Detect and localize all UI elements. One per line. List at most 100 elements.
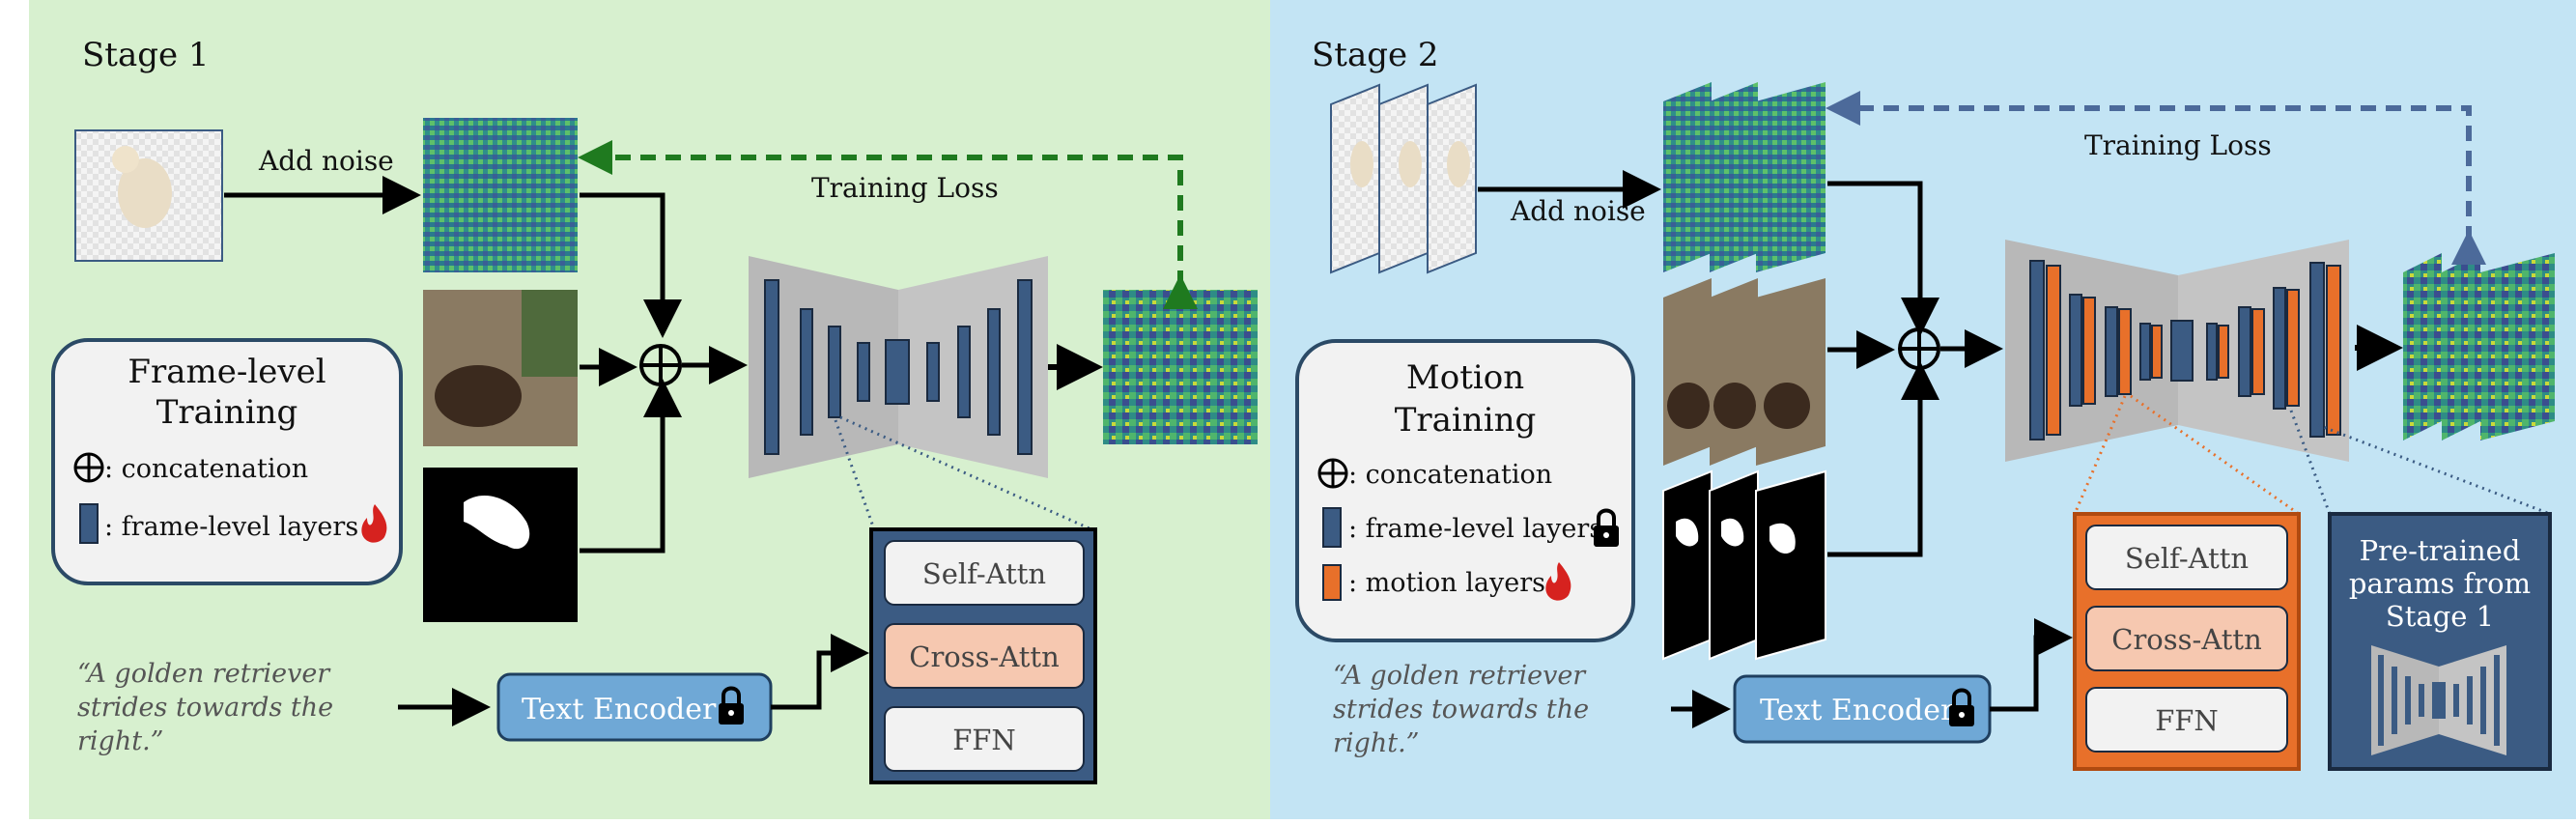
frame-layer-swatch	[1322, 507, 1342, 548]
mini-unet-icon	[2371, 645, 2506, 755]
stage2-mask-frames	[1662, 469, 1826, 661]
stage2-legend-frame-layers: : frame-level layers	[1348, 514, 1602, 544]
stage2-dog-frames	[1663, 278, 1826, 466]
stage2-legend: Motion Training : concatenation : frame-…	[1295, 339, 1635, 642]
stage1-zoom-line	[834, 419, 876, 530]
stage1-text-encoder: Text Encoder	[496, 672, 773, 742]
stage1-legend: Frame-level Training : concatenation : f…	[51, 338, 403, 585]
fire-icon	[361, 504, 387, 543]
frame-layer	[2029, 260, 2045, 440]
stage2-legend-title-line2: Training	[1395, 401, 1537, 440]
stage1-training-loss-label: Training Loss	[811, 172, 999, 204]
motion-layer	[2251, 308, 2265, 395]
frame-layer	[1017, 279, 1033, 455]
stage2-zoom-line-blue	[2289, 410, 2332, 515]
stage1-dog-photo	[423, 290, 578, 446]
motion-layer-swatch	[1322, 564, 1342, 601]
stage2-legend-motion-layers: : motion layers	[1348, 568, 1545, 598]
frame-layer	[2105, 306, 2118, 397]
stage1-prompt-line1: “A golden retriever	[77, 659, 331, 689]
stage1-transformer-block: Self-Attn Cross-Attn FFN	[869, 527, 1097, 784]
motion-layer	[2118, 308, 2132, 395]
stage2-ffn: FFN	[2155, 704, 2219, 737]
stage2-text-encoder-arrow	[1990, 618, 2073, 712]
stage2-self-attn: Self-Attn	[2125, 542, 2249, 575]
stage2-concat-icon	[1898, 327, 1940, 370]
stage2-zoom-line-orange	[2073, 395, 2127, 515]
stage1-training-loss-arrow	[578, 140, 1198, 309]
stage2-clean-frames	[1330, 83, 1477, 274]
stage1-clean-image	[74, 129, 223, 262]
frame-layer	[2309, 262, 2325, 438]
stage1-self-attn: Self-Attn	[922, 557, 1046, 590]
stage1-add-noise-label: Add noise	[258, 145, 394, 177]
frame-layer	[2139, 323, 2151, 381]
stage2-zoom-line-orange	[2130, 394, 2300, 516]
frame-layer	[2273, 287, 2286, 410]
motion-layer	[2218, 325, 2229, 379]
stage1-unet	[749, 256, 1048, 478]
stage1-predicted-latent	[1103, 290, 1258, 444]
concat-icon	[1317, 458, 1348, 489]
frame-layer	[2206, 323, 2218, 381]
stage1-prompt-line2: strides towards the	[77, 693, 333, 723]
stage2-transformer-block: Self-Attn Cross-Attn FFN	[2073, 512, 2301, 771]
lock-icon	[1594, 508, 1619, 547]
stage2-prompt-line1: “A golden retriever	[1333, 661, 1587, 691]
frame-layer	[800, 308, 813, 436]
stage1-legend-title-line1: Frame-level	[127, 353, 326, 391]
frame-layer	[957, 326, 971, 418]
stage1-cross-attn: Cross-Attn	[909, 640, 1060, 673]
concat-icon	[73, 452, 104, 483]
stage2-zoom-line-blue	[2317, 423, 2551, 516]
stage1-legend-frame-layers: : frame-level layers	[104, 512, 358, 542]
stage2-pretrained-line3: Stage 1	[2386, 600, 2494, 633]
stage1-title: Stage 1	[82, 36, 210, 74]
stage2-training-loss-label: Training Loss	[2084, 129, 2272, 161]
stage2-prompt-line2: strides towards the	[1333, 695, 1589, 725]
stage1-legend-title-line2: Training	[156, 393, 298, 432]
frame-layer	[828, 326, 841, 418]
lock-icon	[719, 686, 744, 725]
lock-icon	[1949, 688, 1974, 726]
frame-layer	[885, 339, 910, 405]
stage1-noisy-latent	[423, 118, 578, 272]
stage1-mask	[423, 468, 578, 622]
stage2-add-noise-label: Add noise	[1510, 195, 1646, 227]
stage2-text-encoder-label: Text Encoder	[1760, 694, 1955, 727]
stage2-text-encoder: Text Encoder	[1733, 674, 1992, 744]
stage2-prompt-line3: right.”	[1333, 728, 1419, 758]
stage1-prompt-line3: right.”	[77, 726, 163, 756]
motion-layer	[2326, 265, 2341, 436]
stage1-text-encoder-arrow	[771, 634, 869, 710]
frame-layer-swatch	[79, 503, 99, 544]
stage2-legend-title-line1: Motion	[1406, 358, 1524, 397]
stage2-noisy-latents	[1663, 82, 1826, 272]
frame-layer	[2069, 294, 2082, 407]
stage2-training-loss-arrow	[1826, 91, 2486, 265]
motion-layer	[2286, 289, 2300, 407]
stage2-unet	[2005, 240, 2349, 462]
stage1-concat-icon	[639, 344, 682, 386]
frame-layer	[2238, 306, 2251, 397]
stage2-title: Stage 2	[1312, 36, 1439, 74]
frame-layer	[987, 308, 1001, 436]
stage1-text-encoder-label: Text Encoder	[522, 693, 717, 726]
motion-layer	[2046, 265, 2061, 436]
frame-layer	[926, 342, 940, 402]
motion-layer	[2151, 325, 2163, 379]
stage1-legend-concat: : concatenation	[104, 454, 308, 484]
stage2-predicted-latents	[2403, 253, 2555, 440]
stage1-ffn: FFN	[952, 724, 1016, 756]
stage2-pretrained-line2: params from	[2349, 567, 2531, 600]
stage2-pretrained-params-box: Pre-trained params from Stage 1	[2328, 512, 2552, 771]
fire-icon	[1545, 562, 1571, 601]
stage2-pretrained-line1: Pre-trained	[2360, 534, 2521, 567]
stage2-cross-attn: Cross-Attn	[2111, 623, 2262, 656]
frame-layer	[764, 279, 779, 455]
frame-layer	[857, 342, 870, 402]
frame-layer	[2170, 320, 2194, 382]
stage2-legend-concat: : concatenation	[1348, 460, 1552, 490]
